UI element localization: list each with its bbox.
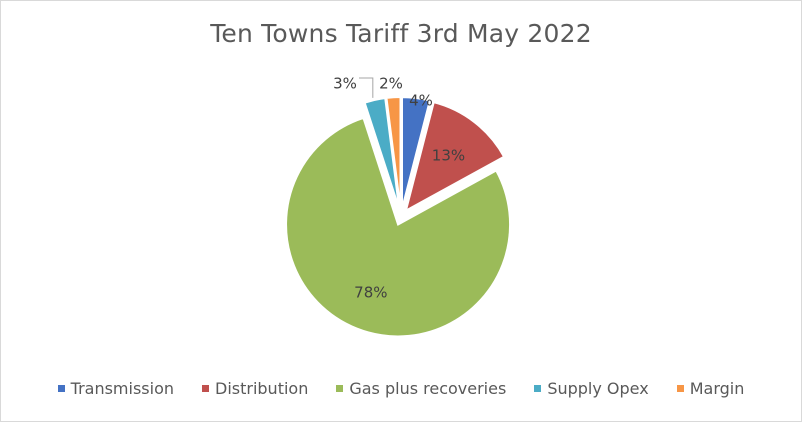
pie-slice-transmission bbox=[401, 96, 432, 210]
legend: Transmission Distribution Gas plus recov… bbox=[1, 379, 801, 398]
data-label: 4% bbox=[409, 92, 433, 110]
legend-item-gas-plus-recoveries: Gas plus recoveries bbox=[336, 379, 506, 398]
legend-swatch bbox=[336, 385, 344, 392]
legend-label: Supply Opex bbox=[547, 379, 649, 398]
legend-label: Margin bbox=[689, 379, 745, 398]
data-label: 78% bbox=[354, 284, 387, 302]
legend-label: Distribution bbox=[215, 379, 309, 398]
pie-slice-gas-plus-recoveries bbox=[285, 116, 511, 338]
data-label: 2% bbox=[379, 75, 403, 93]
pie-slice-margin bbox=[385, 96, 402, 210]
legend-label: Gas plus recoveries bbox=[349, 379, 507, 398]
legend-item-margin: Margin bbox=[676, 379, 745, 398]
legend-item-transmission: Transmission bbox=[57, 379, 174, 398]
legend-item-distribution: Distribution bbox=[202, 379, 308, 398]
pie-slice-supply-opex bbox=[363, 96, 401, 210]
chart-title: Ten Towns Tariff 3rd May 2022 bbox=[210, 19, 592, 48]
legend-swatch bbox=[202, 385, 209, 392]
leader-line bbox=[359, 77, 374, 98]
legend-label: Transmission bbox=[70, 379, 174, 398]
data-label: 3% bbox=[333, 75, 357, 93]
legend-swatch bbox=[676, 385, 684, 392]
data-label: 13% bbox=[432, 146, 465, 164]
legend-swatch bbox=[534, 385, 542, 392]
legend-swatch bbox=[57, 385, 65, 392]
pie-slice-distribution bbox=[404, 100, 506, 213]
legend-item-supply-opex: Supply Opex bbox=[534, 379, 649, 398]
